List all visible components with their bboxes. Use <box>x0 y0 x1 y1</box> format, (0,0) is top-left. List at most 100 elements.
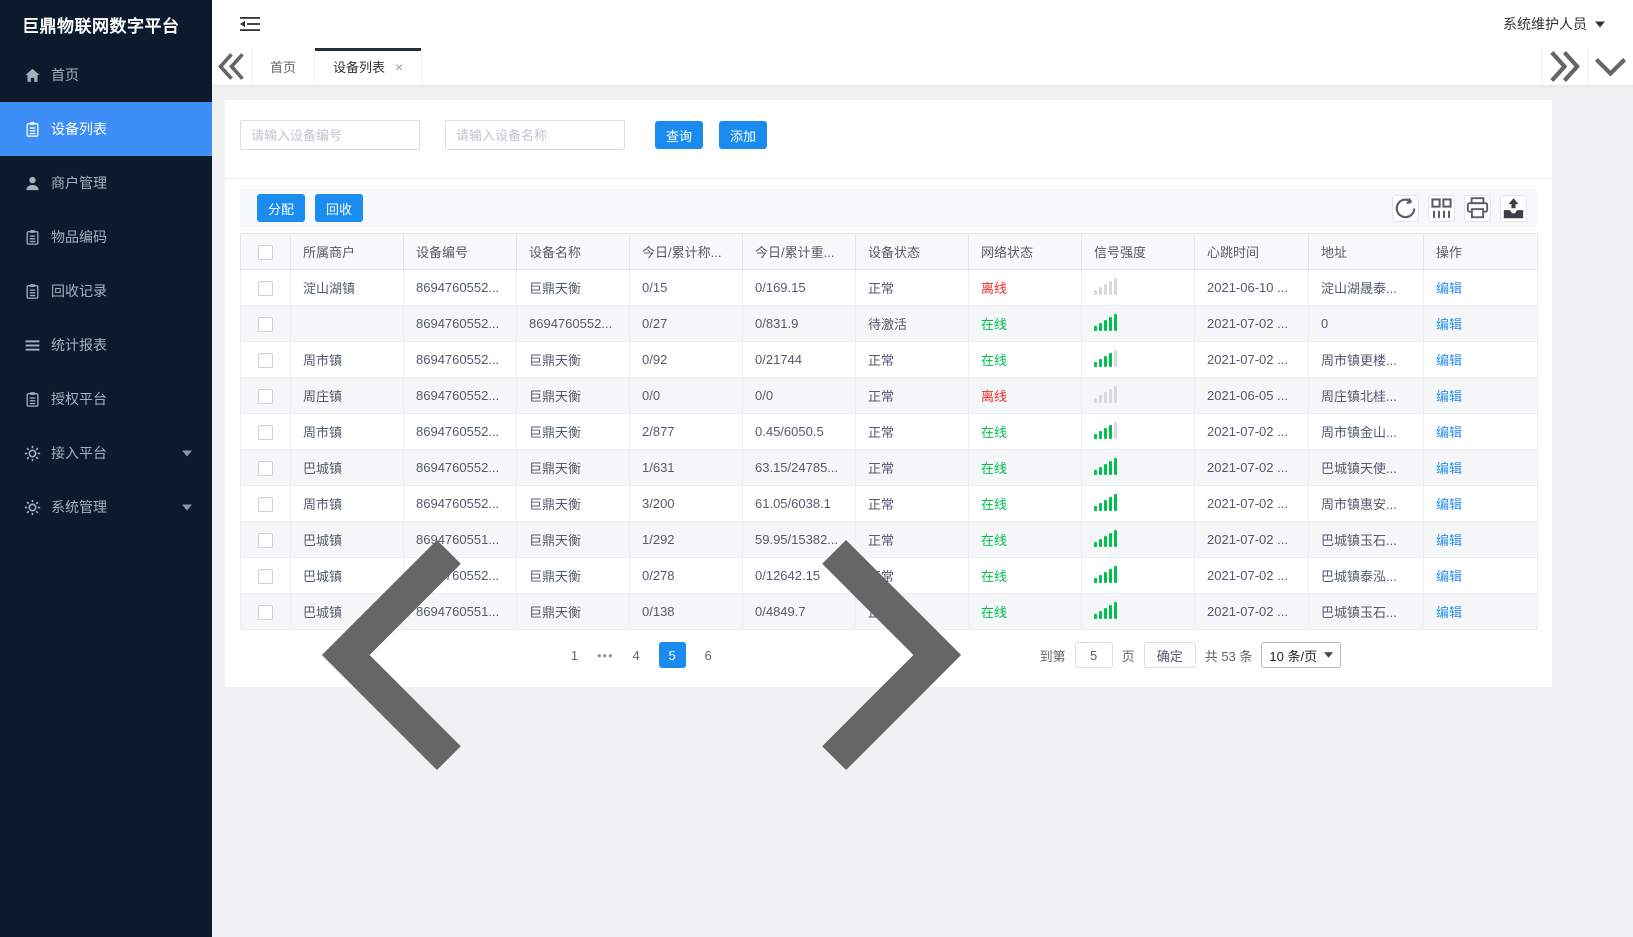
clipboard-icon <box>24 229 41 246</box>
prev-page-button[interactable] <box>252 539 552 771</box>
page-size-select[interactable]: 10 条/页 <box>1261 642 1342 668</box>
sidebar-item-8[interactable]: 系统管理 <box>0 480 212 534</box>
page-button-6[interactable]: 6 <box>704 647 712 663</box>
sidebar-item-7[interactable]: 接入平台 <box>0 426 212 480</box>
cell-merchant: 巴城镇 <box>290 449 404 486</box>
refresh-icon <box>1393 196 1418 221</box>
column-header-device_name: 设备名称 <box>516 233 630 270</box>
cell-address: 周市镇金山... <box>1308 413 1424 450</box>
sidebar-toggle-icon[interactable] <box>240 16 260 32</box>
cell-signal <box>1081 269 1195 306</box>
edit-link[interactable]: 编辑 <box>1436 497 1463 512</box>
cell-merchant: 淀山湖镇 <box>290 269 404 306</box>
cell-device_no: 8694760552... <box>403 269 517 306</box>
row-checkbox[interactable] <box>258 316 273 332</box>
edit-link[interactable]: 编辑 <box>1436 533 1463 548</box>
sidebar-item-6[interactable]: 授权平台 <box>0 372 212 426</box>
next-page-button[interactable] <box>731 539 1031 771</box>
cell-heartbeat: 2021-07-02 ... <box>1194 305 1309 342</box>
network-status-badge: 离线 <box>981 389 1008 404</box>
sidebar-item-0[interactable]: 首页 <box>0 48 212 102</box>
row-checkbox[interactable] <box>258 280 273 296</box>
tab-1[interactable]: 设备列表 × <box>315 48 423 85</box>
cell-heartbeat: 2021-07-02 ... <box>1194 593 1309 630</box>
edit-link[interactable]: 编辑 <box>1436 389 1463 404</box>
top-header: 系统维护人员 <box>212 0 1633 48</box>
cell-device_no: 8694760552... <box>403 341 517 378</box>
goto-page-input[interactable] <box>1074 642 1113 668</box>
export-button[interactable] <box>1500 194 1527 222</box>
network-status-badge: 在线 <box>981 425 1008 440</box>
page-button-4[interactable]: 4 <box>632 647 640 663</box>
table-row: 周市镇 8694760552... 巨鼎天衡 2/877 0.45/6050.5 正常 在线… <box>240 413 1538 450</box>
table-row: 周市镇 8694760552... 巨鼎天衡 0/92 0/21744 正常 在线 2021-… <box>240 341 1538 378</box>
columns-button[interactable] <box>1428 194 1455 222</box>
edit-link[interactable]: 编辑 <box>1436 317 1463 332</box>
edit-link[interactable]: 编辑 <box>1436 281 1463 296</box>
row-checkbox[interactable] <box>258 460 273 476</box>
tabs-scroll-right-button[interactable] <box>1541 48 1587 85</box>
page-button-5[interactable]: 5 <box>658 642 686 668</box>
tabbar-spacer <box>422 48 1541 85</box>
cell-merchant: 周市镇 <box>290 341 404 378</box>
assign-button[interactable]: 分配 <box>257 194 306 222</box>
row-checkbox[interactable] <box>258 532 273 548</box>
sidebar-item-4[interactable]: 回收记录 <box>0 264 212 318</box>
cell-device_name: 巨鼎天衡 <box>516 413 630 450</box>
edit-link[interactable]: 编辑 <box>1436 425 1463 440</box>
edit-link[interactable]: 编辑 <box>1436 461 1463 476</box>
row-checkbox[interactable] <box>258 388 273 404</box>
row-checkbox[interactable] <box>258 568 273 584</box>
column-header-merchant: 所属商户 <box>290 233 404 270</box>
row-checkbox[interactable] <box>258 424 273 440</box>
close-icon[interactable]: × <box>395 58 404 75</box>
row-checkbox[interactable] <box>258 496 273 512</box>
page-content: 查询 添加 分配 回收 所属商户设备编号设备名称今日/累计称...今日/累计重.… <box>212 86 1633 937</box>
cell-action: 编辑 <box>1423 269 1538 306</box>
recycle-button[interactable]: 回收 <box>315 194 364 222</box>
row-checkbox[interactable] <box>258 352 273 368</box>
select-all-checkbox[interactable] <box>258 244 273 260</box>
cell-device_no: 8694760551... <box>403 521 517 558</box>
tabs-scroll-left-button[interactable] <box>212 48 252 85</box>
tabs-menu-button[interactable] <box>1587 48 1633 85</box>
row-checkbox[interactable] <box>258 604 273 620</box>
table-header-row: 所属商户 设备编号 设备名称 今日/累计称... 今日/累计重... 设备状态 网络状态 信号… <box>240 233 1538 270</box>
add-button[interactable]: 添加 <box>719 121 768 149</box>
device-name-input[interactable] <box>445 120 625 150</box>
table-block: 分配 回收 所属商户 设备编号 设备名称 今日/累计称... 今日/累计重... 设备状态… <box>240 189 1538 771</box>
edit-link[interactable]: 编辑 <box>1436 569 1463 584</box>
edit-link[interactable]: 编辑 <box>1436 605 1463 620</box>
cell-action: 编辑 <box>1423 593 1538 630</box>
network-status-badge: 在线 <box>981 317 1008 332</box>
sidebar-item-3[interactable]: 物品编码 <box>0 210 212 264</box>
confirm-button[interactable]: 确定 <box>1143 642 1196 668</box>
page-button-1[interactable]: 1 <box>570 647 579 663</box>
signal-strength-indicator <box>1094 277 1117 295</box>
column-header-heartbeat: 心跳时间 <box>1194 233 1309 270</box>
cell-check <box>240 485 291 522</box>
sidebar-item-1[interactable]: 设备列表 <box>0 102 212 156</box>
cell-device_name: 8694760552... <box>516 305 630 342</box>
cell-heartbeat: 2021-07-02 ... <box>1194 485 1309 522</box>
tab-0[interactable]: 首页 <box>252 48 316 85</box>
refresh-button[interactable] <box>1392 194 1419 222</box>
signal-strength-indicator <box>1094 385 1117 403</box>
cell-address: 巴城镇玉石... <box>1308 593 1424 630</box>
table-row: 巴城镇 8694760551... 巨鼎天衡 1/292 59.95/15382... 正… <box>240 521 1538 558</box>
cell-merchant: 巴城镇 <box>290 521 404 558</box>
user-menu[interactable]: 系统维护人员 <box>1503 14 1605 34</box>
search-button[interactable]: 查询 <box>655 121 704 149</box>
cell-action: 编辑 <box>1423 557 1538 594</box>
sidebar-item-5[interactable]: 统计报表 <box>0 318 212 372</box>
cell-merchant: 巴城镇 <box>290 557 404 594</box>
edit-link[interactable]: 编辑 <box>1436 353 1463 368</box>
cell-device_name: 巨鼎天衡 <box>516 269 630 306</box>
table-row: 淀山湖镇 8694760552... 巨鼎天衡 0/15 0/169.15 正常 离线 202… <box>240 269 1538 306</box>
print-button[interactable] <box>1464 194 1491 222</box>
cell-device_status: 待激活 <box>855 305 969 342</box>
list-icon <box>24 337 41 354</box>
sidebar-item-2[interactable]: 商户管理 <box>0 156 212 210</box>
device-no-input[interactable] <box>240 120 420 150</box>
column-header-network_status: 网络状态 <box>968 233 1082 270</box>
